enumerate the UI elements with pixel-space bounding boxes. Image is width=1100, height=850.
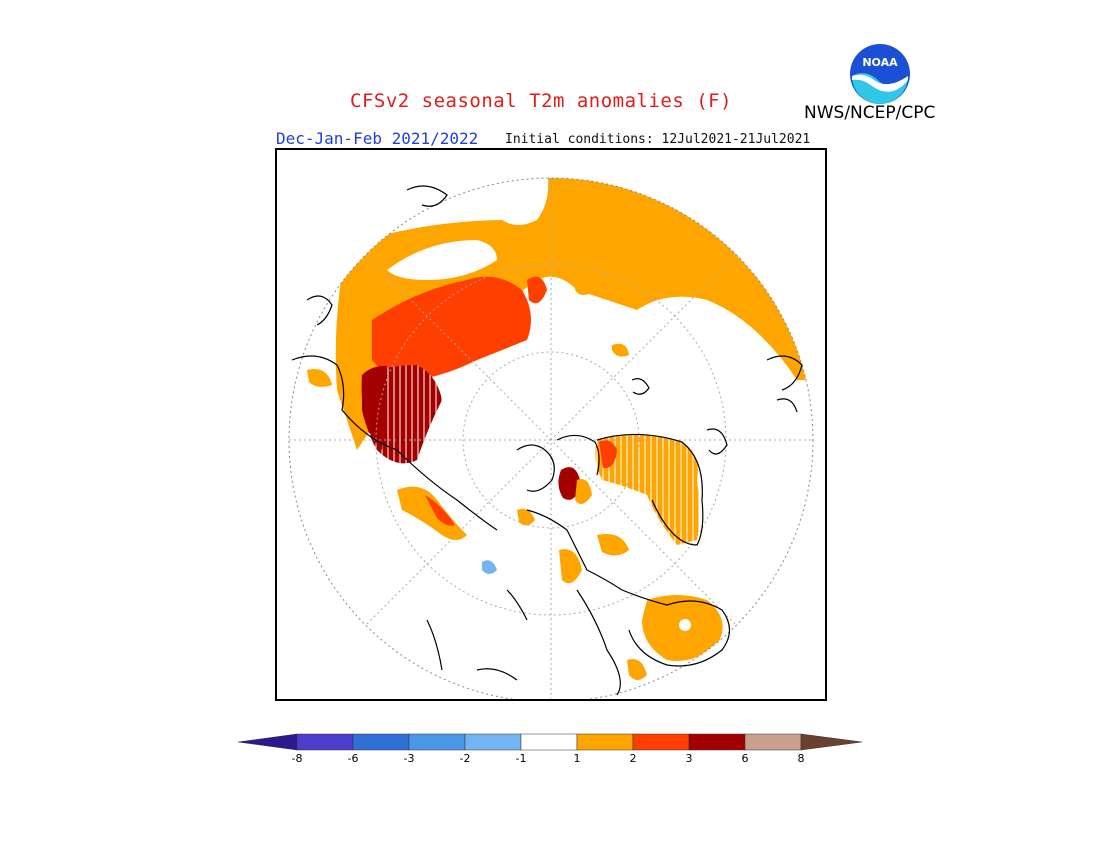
polar-map bbox=[275, 148, 827, 701]
colorbar-tick-label: 3 bbox=[685, 752, 693, 765]
colorbar-tick-label: -8 bbox=[291, 752, 303, 765]
coastlines bbox=[291, 185, 803, 696]
colorbar-swatch bbox=[632, 733, 690, 751]
colorbar-swatch bbox=[688, 733, 746, 751]
colorbar-swatch bbox=[520, 733, 578, 751]
anomaly-region-hudson bbox=[597, 534, 629, 556]
anomaly-region-siberia bbox=[335, 178, 813, 450]
colorbar-tick-label: -3 bbox=[403, 752, 415, 765]
colorbar-swatch bbox=[296, 733, 354, 751]
colorbar-swatch bbox=[464, 733, 522, 751]
colorbar-tick-label: -2 bbox=[459, 752, 471, 765]
anomaly-region-greenland bbox=[595, 435, 700, 545]
colorbar-arrow-left bbox=[237, 733, 298, 751]
anomaly-region-central-asia bbox=[397, 486, 467, 540]
colorbar-tick-label: 2 bbox=[629, 752, 637, 765]
anomaly-region-alaska bbox=[517, 508, 535, 526]
forecast-period: Dec-Jan-Feb 2021/2022 bbox=[276, 129, 479, 148]
logo-text: NOAA bbox=[862, 56, 898, 69]
anomaly-region-pacific bbox=[482, 560, 497, 574]
colorbar bbox=[237, 732, 863, 768]
colorbar-tick-label: -6 bbox=[347, 752, 359, 765]
colorbar-swatch bbox=[408, 733, 466, 751]
initial-conditions: Initial conditions: 12Jul2021-21Jul2021 bbox=[505, 132, 811, 147]
colorbar-tick-label: 1 bbox=[573, 752, 581, 765]
colorbar-arrow-right bbox=[800, 733, 863, 751]
anomaly-region-baffin bbox=[558, 467, 581, 500]
anomaly-region-central-siberia bbox=[372, 276, 531, 380]
agency-label: NWS/NCEP/CPC bbox=[804, 103, 936, 123]
colorbar-swatch bbox=[576, 733, 634, 751]
colorbar-swatch bbox=[744, 733, 802, 751]
noaa-logo: NOAA bbox=[848, 42, 912, 106]
colorbar-swatch bbox=[352, 733, 410, 751]
colorbar-tick-label: 6 bbox=[741, 752, 749, 765]
map-title: CFSv2 seasonal T2m anomalies (F) bbox=[350, 90, 733, 112]
colorbar-tick-label: -1 bbox=[515, 752, 527, 765]
colorbar-tick-label: 8 bbox=[797, 752, 805, 765]
